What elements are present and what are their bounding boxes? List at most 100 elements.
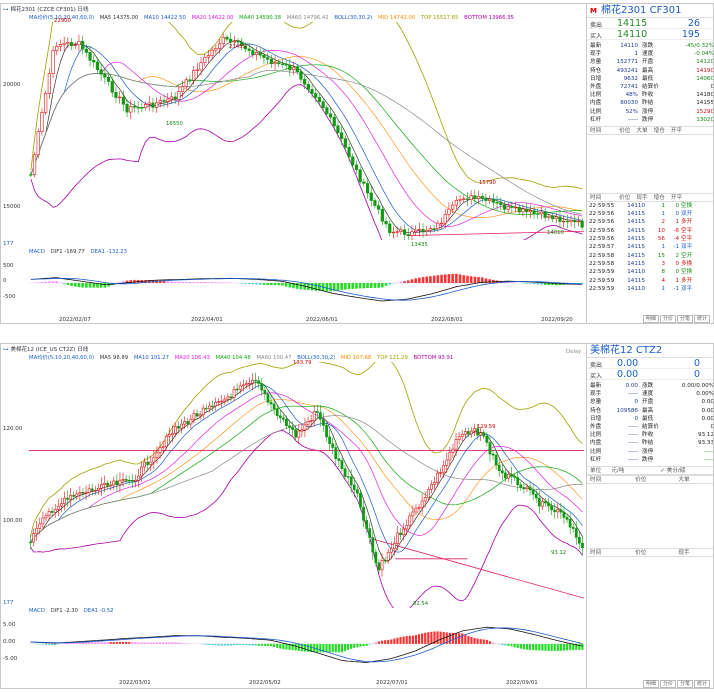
- boll-mid-line: [30, 399, 583, 543]
- candle-body: [158, 100, 162, 104]
- chart-menu-icon[interactable]: ⊶: [3, 7, 9, 13]
- unit-checkbox[interactable]: ✓ 美分/磅: [660, 467, 686, 474]
- candle-body: [232, 40, 236, 43]
- stat-label: 最低: [642, 75, 654, 82]
- candle-body: [66, 42, 70, 44]
- candle-body: [466, 431, 470, 435]
- candle-body: [288, 425, 291, 428]
- buy-quote[interactable]: 买入 0.00 0: [587, 369, 713, 380]
- candle-body: [53, 509, 57, 513]
- candle-body: [392, 543, 396, 549]
- tab-ticks[interactable]: 分笔: [676, 315, 693, 323]
- macd-chart-cf301[interactable]: [29, 256, 584, 316]
- candle-body: [195, 69, 199, 71]
- candle-body: [87, 488, 91, 493]
- candle-body: [263, 389, 267, 395]
- tab-stats[interactable]: 统计: [693, 680, 710, 688]
- candle-body: [337, 458, 341, 461]
- candle-body: [251, 379, 254, 384]
- candle-body: [277, 62, 281, 65]
- tab-price[interactable]: 分价: [659, 315, 676, 323]
- chart-menu-icon[interactable]: ⊶: [3, 347, 9, 353]
- stat-label: 速度: [642, 51, 654, 58]
- candle-body: [574, 528, 578, 538]
- candle-body: [81, 492, 85, 494]
- stat-label: 涨停: [642, 108, 654, 115]
- sell-quote[interactable]: 卖出 14115 26: [587, 18, 713, 29]
- candle-body: [547, 215, 551, 218]
- candle-body: [125, 103, 129, 113]
- delay-label: Delay: [566, 349, 582, 355]
- candle-body: [395, 231, 399, 233]
- candle-body: [473, 195, 477, 199]
- stat-label: 杠杆: [590, 116, 602, 123]
- stat-label: 昨收: [642, 92, 654, 99]
- legend-ma40: MA40 104.48: [215, 355, 251, 361]
- candlestick-chart-ctz2[interactable]: [29, 362, 584, 608]
- candle-body: [217, 401, 221, 403]
- candle-body: [226, 396, 230, 400]
- candle-body: [303, 79, 307, 85]
- stat-label: 结算价: [642, 83, 659, 90]
- stat-label: 涨跌: [642, 43, 654, 49]
- candle-body: [454, 439, 458, 450]
- candle-body: [29, 541, 32, 544]
- candle-body: [77, 40, 81, 46]
- boll-top-line: [30, 22, 583, 190]
- trade-row: 22:59:57 14115 1 -1 双平: [589, 244, 693, 251]
- candle-body: [428, 228, 433, 231]
- candle-body: [451, 204, 455, 210]
- candle-body: [192, 413, 196, 420]
- candle-body: [103, 482, 106, 485]
- candle-body: [273, 62, 277, 65]
- candle-body: [540, 501, 544, 507]
- candle-body: [565, 220, 569, 223]
- tab-stats[interactable]: 统计: [693, 315, 710, 323]
- stat-label: 结算价: [642, 423, 659, 430]
- sell-quote[interactable]: 卖出 0.00 0: [587, 358, 713, 369]
- buy-quote[interactable]: 买入 14110 195: [587, 29, 713, 40]
- candle-body: [433, 482, 436, 485]
- macd-chart-ctz2[interactable]: [29, 616, 584, 678]
- candle-body: [84, 48, 88, 53]
- stat-value: 15290: [696, 108, 714, 115]
- macd-legend: MACD DIF1 -169.77 DEA1 -132.23: [29, 249, 131, 257]
- tab-detail[interactable]: 明细: [642, 680, 659, 688]
- candle-body: [543, 211, 547, 218]
- legend-prefix[interactable]: MA均价(5,10,20,40,60,0): [29, 15, 95, 21]
- candle-body: [238, 385, 242, 390]
- tab-price[interactable]: 分价: [659, 680, 676, 688]
- candle-body: [462, 198, 466, 200]
- candle-body: [488, 198, 492, 201]
- candle-body: [451, 448, 455, 453]
- candle-body: [164, 435, 168, 447]
- candle-body: [479, 432, 483, 436]
- quote-sidebar: M 棉花2301 CF301 卖出 14115 26 买入 14110 195 最新 141…: [586, 4, 714, 323]
- legend-top: TOP 15517.65: [420, 15, 459, 21]
- legend-mid: MID 107.68: [340, 355, 372, 361]
- candlestick-chart-cf301[interactable]: [29, 22, 584, 240]
- tab-ticks[interactable]: 分笔: [676, 680, 693, 688]
- macd-label[interactable]: MACD: [29, 249, 45, 255]
- tab-detail[interactable]: 明细: [642, 315, 659, 323]
- stat-value: 14155: [696, 100, 714, 107]
- candle-body: [380, 560, 384, 571]
- candle-body: [93, 489, 97, 492]
- candle-body: [484, 198, 488, 201]
- candle-body: [384, 221, 388, 225]
- candle-body: [257, 380, 261, 384]
- candle-body: [35, 528, 39, 534]
- macd-label[interactable]: MACD: [29, 608, 45, 614]
- candle-body: [124, 479, 128, 481]
- candle-body: [55, 45, 59, 52]
- x-label: 2022/05/02: [249, 680, 281, 686]
- annotation-low: 13435: [411, 242, 428, 248]
- stat-label: 最新: [590, 43, 602, 49]
- legend-ma5: MA5 98.89: [99, 355, 129, 361]
- legend-prefix[interactable]: MA均价(5,10,20,40,60,0): [29, 355, 95, 361]
- candle-body: [554, 216, 558, 220]
- annotation-last: 93.12: [551, 550, 567, 556]
- candle-body: [184, 79, 188, 87]
- candle-body: [349, 476, 353, 486]
- candle-body: [447, 208, 451, 215]
